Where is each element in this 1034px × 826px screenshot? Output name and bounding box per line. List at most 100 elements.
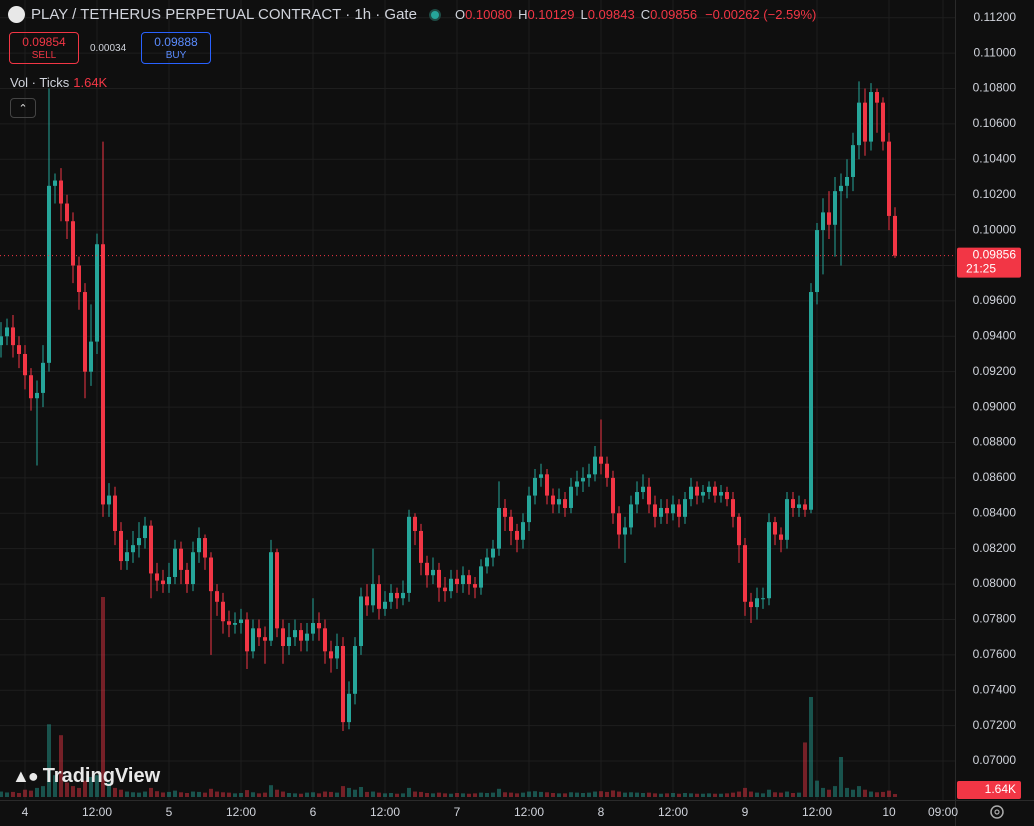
y-tick-label: 0.09400 xyxy=(973,328,1017,342)
candle-body xyxy=(287,637,291,647)
x-tick-label: 5 xyxy=(166,805,173,819)
volume-bar xyxy=(377,792,381,797)
volume-bar xyxy=(707,793,711,797)
x-tick-label: 10 xyxy=(882,805,896,819)
candle-body xyxy=(35,392,39,399)
volume-bar xyxy=(203,792,207,797)
candle-body xyxy=(119,530,123,562)
candle-body xyxy=(467,575,471,585)
volume-bar xyxy=(215,791,219,797)
buy-button[interactable]: 0.09888 BUY xyxy=(141,32,211,64)
candle-body xyxy=(851,145,855,177)
candle-body xyxy=(725,492,729,500)
sell-price: 0.09854 xyxy=(22,35,66,49)
candle-body xyxy=(797,504,801,508)
volume-bar xyxy=(353,789,357,797)
volume-bar xyxy=(365,791,369,797)
volume-bar xyxy=(665,793,669,797)
volume-bar xyxy=(545,792,549,797)
candle-body xyxy=(869,92,873,142)
volume-bar xyxy=(149,787,153,797)
volume-bar xyxy=(173,790,177,797)
y-tick-label: 0.07600 xyxy=(973,647,1017,661)
candle-body xyxy=(611,477,615,514)
candles xyxy=(0,81,897,731)
grid xyxy=(0,0,955,800)
volume-bar xyxy=(557,793,561,797)
volume-bar xyxy=(251,792,255,797)
candle-body xyxy=(269,552,273,641)
settings-gear-center[interactable] xyxy=(994,809,1000,815)
volume-bar xyxy=(749,791,753,797)
candle-body xyxy=(263,637,267,641)
volume-bar xyxy=(317,793,321,797)
candle-body xyxy=(311,623,315,634)
candle-body xyxy=(167,576,171,585)
candle-body xyxy=(353,646,357,694)
volume-bar xyxy=(185,793,189,797)
candle-body xyxy=(125,552,129,562)
volume-bar xyxy=(737,791,741,797)
market-status xyxy=(428,8,441,21)
sell-button[interactable]: 0.09854 SELL xyxy=(9,32,79,64)
volume-bar xyxy=(563,793,567,797)
volume-bar xyxy=(725,793,729,797)
candle-body xyxy=(407,516,411,593)
symbol-icon xyxy=(8,6,25,23)
candle-body xyxy=(329,651,333,659)
watermark-logo: ▲● xyxy=(12,766,39,786)
volume-bar xyxy=(275,789,279,797)
candle-body xyxy=(887,141,891,216)
candle-body xyxy=(455,578,459,585)
volume-bar xyxy=(851,789,855,797)
volume-bar xyxy=(71,786,75,797)
collapse-button[interactable]: ⌃ xyxy=(10,98,36,118)
candle-body xyxy=(233,623,237,625)
volume-bar xyxy=(341,786,345,797)
ohlc-item: L0.09843 xyxy=(580,7,636,22)
y-tick-label: 0.07400 xyxy=(973,682,1017,696)
settings-icon[interactable] xyxy=(990,805,1004,819)
y-tick-label: 0.07800 xyxy=(973,612,1017,626)
candle-body xyxy=(545,474,549,496)
candle-body xyxy=(707,486,711,493)
y-tick-label: 0.11000 xyxy=(974,45,1017,59)
last-price-label: 0.09856 xyxy=(973,248,1017,262)
settings-gear[interactable] xyxy=(990,805,1004,819)
candle-body xyxy=(749,601,753,608)
volume-bar xyxy=(443,793,447,797)
ohlc-value: 0.09843 xyxy=(587,7,635,22)
candle-body xyxy=(449,578,453,592)
volume-bar xyxy=(359,787,363,797)
volume-bar xyxy=(53,775,57,797)
candle-body xyxy=(857,102,861,146)
volume-bar xyxy=(281,791,285,797)
candle-body xyxy=(689,486,693,500)
x-tick-label: 9 xyxy=(742,805,749,819)
buy-label: BUY xyxy=(165,50,187,61)
volume-bar xyxy=(413,791,417,797)
y-tick-label: 0.08400 xyxy=(973,505,1017,519)
volume-bar xyxy=(41,786,45,797)
candle-body xyxy=(683,499,687,517)
volume-bar xyxy=(227,792,231,797)
candle-body xyxy=(815,230,819,293)
symbol-title[interactable]: PLAY / TETHERUS PERPETUAL CONTRACT · 1h … xyxy=(31,6,417,23)
candle-body xyxy=(635,492,639,505)
volume-bar xyxy=(293,793,297,797)
volume-bar xyxy=(695,793,699,797)
ohlc-key: H xyxy=(518,7,528,22)
volume-bar xyxy=(479,792,483,797)
volume-label: 1.64K xyxy=(985,782,1016,796)
candle-body xyxy=(497,507,501,549)
candle-body xyxy=(485,557,489,567)
y-tick-label: 0.08600 xyxy=(973,470,1017,484)
volume-bar xyxy=(761,793,765,797)
y-tick-label: 0.10600 xyxy=(973,116,1017,130)
x-tick-label: 12:00 xyxy=(658,805,688,819)
candle-body xyxy=(179,548,183,570)
ohlc-item: O0.10080 xyxy=(455,7,514,22)
volume-bar xyxy=(257,793,261,797)
volume-bar xyxy=(719,793,723,797)
candle-body xyxy=(803,504,807,510)
